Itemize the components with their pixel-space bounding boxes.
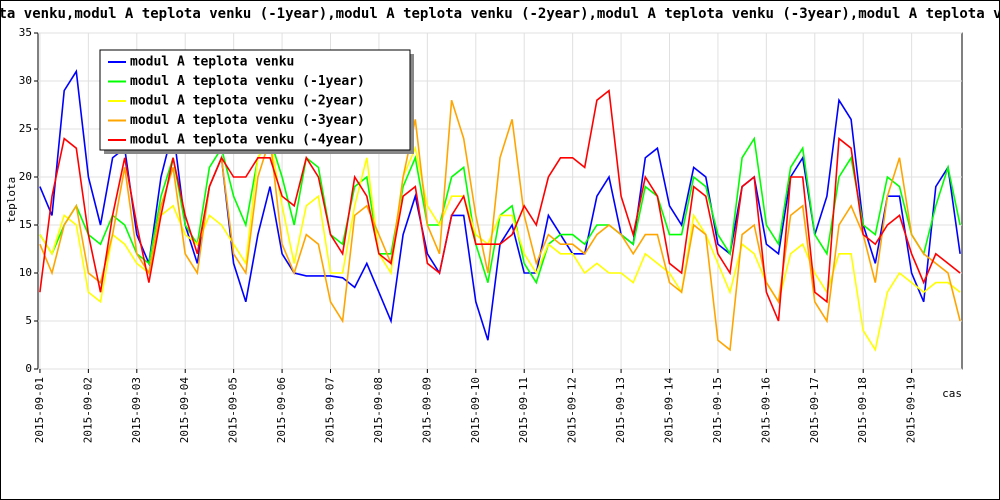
y-tick-label: 20 <box>19 170 32 183</box>
x-tick-label: 2015-09-06 <box>275 377 288 443</box>
x-tick-label: 2015-09-03 <box>130 377 143 443</box>
legend-box <box>99 49 411 151</box>
y-tick-label: 15 <box>19 218 32 231</box>
x-tick-label: 2015-09-15 <box>711 377 724 443</box>
y-tick-label: 35 <box>19 26 32 39</box>
y-tick-label: 0 <box>25 362 32 375</box>
x-tick-label: 2015-09-17 <box>808 377 821 443</box>
x-tick-label: 2015-09-19 <box>905 377 918 443</box>
y-axis-label: teplota <box>5 177 18 223</box>
x-tick-label: 2015-09-05 <box>227 377 240 443</box>
y-tick-label: 30 <box>19 74 32 87</box>
x-tick-label: 2015-09-10 <box>469 377 482 443</box>
x-tick-label: 2015-09-02 <box>81 377 94 443</box>
x-tick-label: 2015-09-08 <box>372 377 385 443</box>
series-line <box>39 89 961 322</box>
legend-label: modul A teplota venku (-2year) <box>130 94 365 109</box>
x-tick-label: 2015-09-14 <box>662 377 675 444</box>
x-tick-label: 2015-09-13 <box>614 377 627 443</box>
x-tick-label: 2015-09-12 <box>566 377 579 443</box>
chart-title: modul A teplota venku,modul A teplota ve… <box>0 6 1000 22</box>
y-tick-label: 10 <box>19 266 32 279</box>
legend-label: modul A teplota venku <box>130 55 294 70</box>
x-tick-label: 2015-09-18 <box>856 377 869 443</box>
x-tick-label: 2015-09-11 <box>517 377 530 443</box>
x-tick-label: 2015-09-04 <box>178 377 191 444</box>
x-tick-label: 2015-09-01 <box>33 377 46 443</box>
legend-label: modul A teplota venku (-4year) <box>130 133 365 148</box>
x-tick-label: 2015-09-09 <box>420 377 433 443</box>
x-tick-label: 2015-09-07 <box>324 377 337 443</box>
y-tick-label: 5 <box>25 314 32 327</box>
legend-label: modul A teplota venku (-3year) <box>130 113 365 128</box>
y-tick-label: 25 <box>19 122 32 135</box>
series-line <box>39 99 961 352</box>
legend-label: modul A teplota venku (-1year) <box>130 74 365 89</box>
x-tick-label: 2015-09-16 <box>759 377 772 443</box>
x-axis-label: cas <box>942 387 962 400</box>
